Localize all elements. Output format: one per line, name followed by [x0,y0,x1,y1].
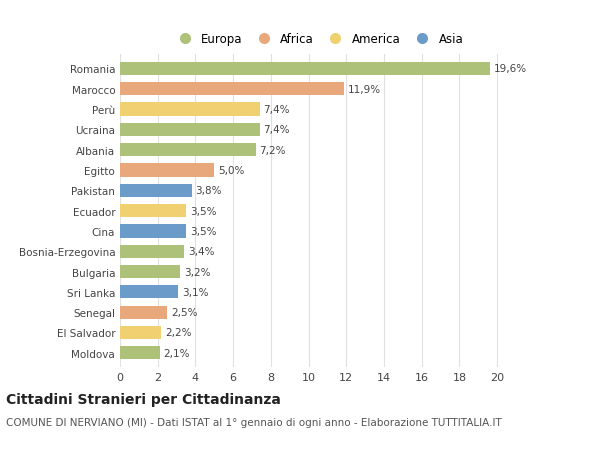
Legend: Europa, Africa, America, Asia: Europa, Africa, America, Asia [169,30,467,50]
Text: 11,9%: 11,9% [348,84,381,95]
Text: Cittadini Stranieri per Cittadinanza: Cittadini Stranieri per Cittadinanza [6,392,281,406]
Text: 2,1%: 2,1% [163,348,190,358]
Bar [120,326,161,339]
Text: 2,5%: 2,5% [171,308,197,318]
Bar [120,123,260,137]
Text: 19,6%: 19,6% [493,64,526,74]
Text: 2,2%: 2,2% [165,328,192,338]
Bar [120,245,184,258]
Text: 3,1%: 3,1% [182,287,209,297]
Bar [120,347,160,359]
Bar [120,63,490,76]
Text: 5,0%: 5,0% [218,166,244,176]
Bar [120,144,256,157]
Bar [120,103,260,117]
Text: 7,4%: 7,4% [263,105,290,115]
Text: 3,4%: 3,4% [188,246,214,257]
Bar [120,184,191,197]
Bar [120,306,167,319]
Text: 3,2%: 3,2% [184,267,211,277]
Text: 7,4%: 7,4% [263,125,290,135]
Text: 3,5%: 3,5% [190,226,216,236]
Bar [120,83,344,96]
Text: 3,8%: 3,8% [196,186,222,196]
Bar [120,205,186,218]
Text: COMUNE DI NERVIANO (MI) - Dati ISTAT al 1° gennaio di ogni anno - Elaborazione T: COMUNE DI NERVIANO (MI) - Dati ISTAT al … [6,417,502,427]
Bar [120,164,214,177]
Bar [120,225,186,238]
Text: 7,2%: 7,2% [260,146,286,155]
Bar [120,285,178,299]
Bar [120,265,181,279]
Text: 3,5%: 3,5% [190,206,216,216]
